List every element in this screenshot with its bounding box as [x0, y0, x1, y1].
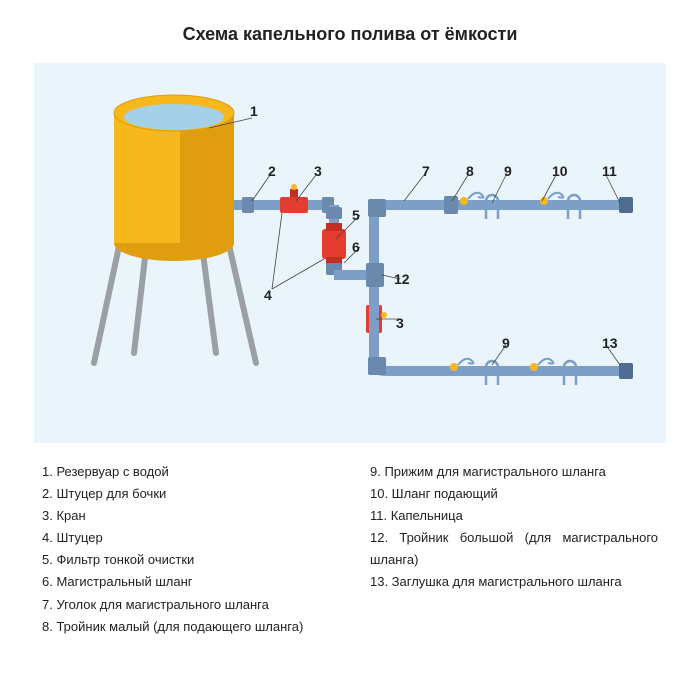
legend-item: 4. Штуцер	[42, 527, 330, 549]
diagram-svg	[34, 63, 666, 443]
legend-item: 3. Кран	[42, 505, 330, 527]
legend-item: 1. Резервуар с водой	[42, 461, 330, 483]
legend-item: 10. Шланг подающий	[370, 483, 658, 505]
legend-item: 2. Штуцер для бочки	[42, 483, 330, 505]
legend-col-right: 9. Прижим для магистрального шланга10. Ш…	[370, 461, 658, 638]
legend-item: 7. Уголок для магистрального шланга	[42, 594, 330, 616]
legend-item: 11. Капельница	[370, 505, 658, 527]
legend-item: 13. Заглушка для магистрального шланга	[370, 571, 658, 593]
legend-item: 5. Фильтр тонкой очистки	[42, 549, 330, 571]
diagram-area: 1237891011564123913	[34, 63, 666, 443]
legend-item: 12. Тройник большой (для магистрального …	[370, 527, 658, 571]
legend: 1. Резервуар с водой2. Штуцер для бочки3…	[0, 443, 700, 662]
legend-item: 8. Тройник малый (для подающего шланга)	[42, 616, 330, 638]
legend-col-left: 1. Резервуар с водой2. Штуцер для бочки3…	[42, 461, 330, 638]
page-title: Схема капельного полива от ёмкости	[0, 0, 700, 63]
legend-item: 9. Прижим для магистрального шланга	[370, 461, 658, 483]
legend-item: 6. Магистральный шланг	[42, 571, 330, 593]
